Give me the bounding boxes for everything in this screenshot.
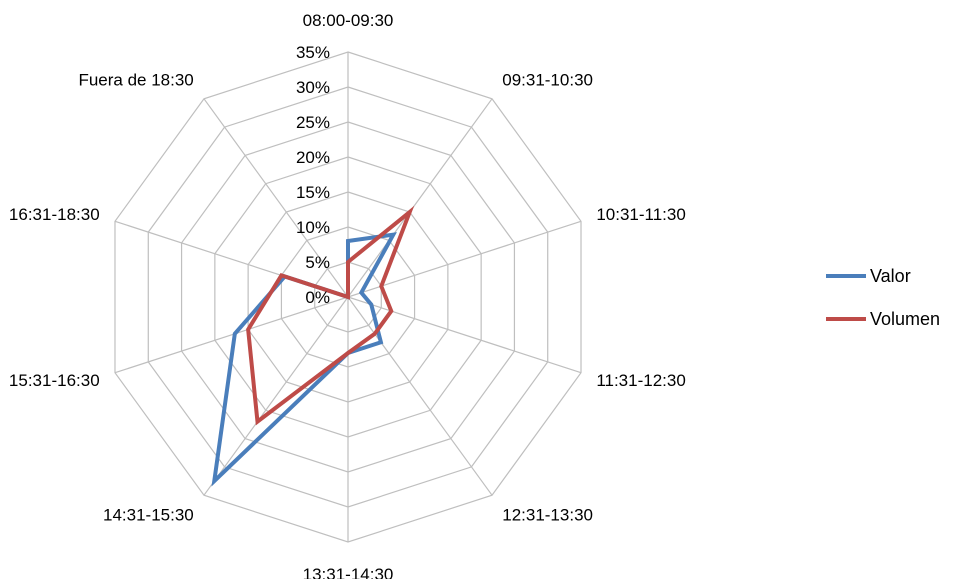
category-label: 16:31-18:30	[9, 205, 100, 224]
spoke-3	[347, 296, 582, 374]
legend-label: Valor	[870, 266, 911, 286]
category-label: 10:31-11:30	[596, 205, 685, 224]
category-label: 14:31-15:30	[103, 506, 194, 525]
tick-label: 35%	[296, 43, 330, 62]
spoke-7	[114, 296, 349, 374]
tick-label: 5%	[305, 253, 330, 272]
category-label: 08:00-09:30	[303, 11, 394, 30]
spoke-6	[203, 296, 349, 496]
tick-label: 20%	[296, 148, 330, 167]
spoke-2	[347, 220, 582, 298]
series-layer	[211, 205, 415, 487]
category-labels: 08:00-09:30 09:31-10:30 10:31-11:30 11:31-1…	[9, 11, 686, 579]
spoke-1	[347, 98, 493, 298]
tick-label: 30%	[296, 78, 330, 97]
tick-label: 25%	[296, 113, 330, 132]
tick-label: 0%	[305, 288, 330, 307]
category-label: 11:31-12:30	[596, 371, 685, 390]
series-volumen-line	[246, 205, 415, 426]
spoke-4	[347, 296, 493, 496]
spoke-9	[203, 98, 349, 298]
category-label: Fuera de 18:30	[78, 70, 193, 89]
legend-item-valor: Valor	[826, 266, 911, 286]
legend-item-volumen: Volumen	[826, 309, 940, 329]
grid	[114, 51, 582, 543]
category-label: 13:31-14:30	[303, 565, 394, 579]
category-label: 12:31-13:30	[502, 506, 593, 525]
tick-label: 15%	[296, 183, 330, 202]
radial-axis-ticks: 0% 5% 10% 15% 20% 25% 30% 35%	[296, 43, 330, 307]
legend: Valor Volumen	[826, 266, 940, 329]
legend-label: Volumen	[870, 309, 940, 329]
category-label: 09:31-10:30	[502, 70, 593, 89]
tick-label: 10%	[296, 218, 330, 237]
category-label: 15:31-16:30	[9, 371, 100, 390]
